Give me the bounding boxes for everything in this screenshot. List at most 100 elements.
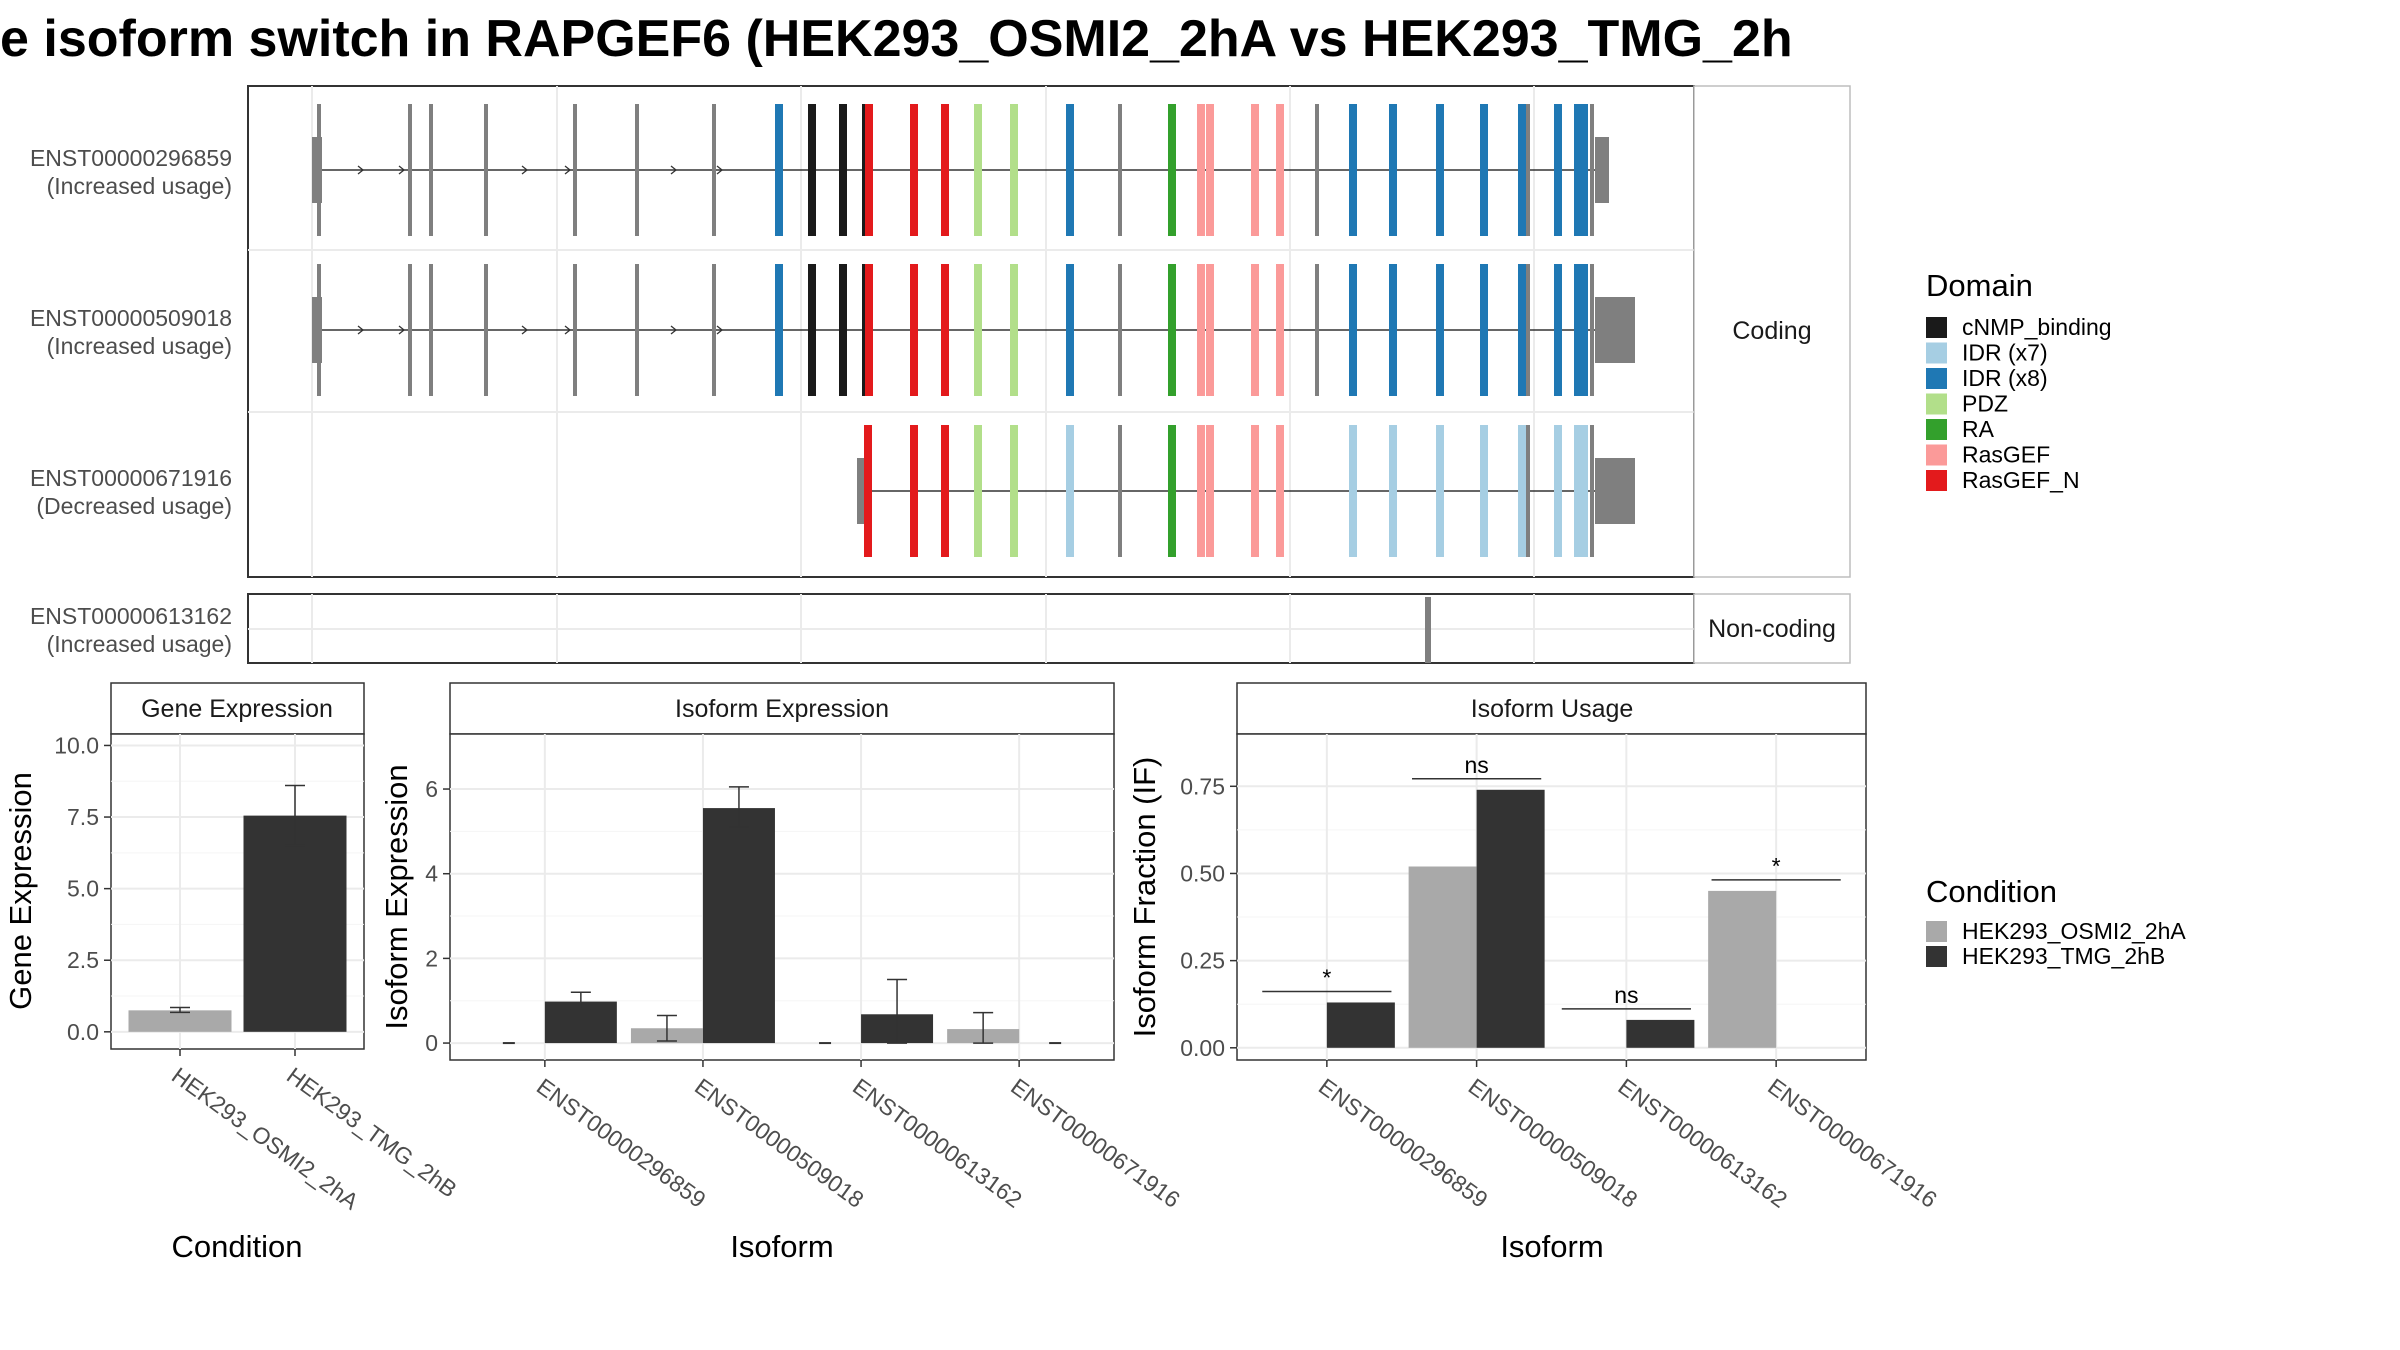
y-tick-label: 2 [425,945,438,971]
exon-domain-mark [865,104,873,236]
transcript-structure-panel: Coding Non-coding ENST00000296859 (Incre… [30,85,1851,664]
bar [1476,789,1545,1048]
exon-domain-mark [1118,425,1122,557]
exon-domain-mark [1554,264,1562,396]
exon-domain-mark [484,104,488,236]
isoform-usage-title: Isoform Usage [1471,695,1634,723]
strand-arrow-icon [716,325,724,335]
strand-arrow-icon [357,325,365,335]
isoform-expression-xlabel: Isoform [730,1229,833,1264]
y-tick-label: 7.5 [67,804,99,830]
y-tick-label: 0 [425,1030,438,1056]
exon-domain-mark [1389,104,1397,236]
exon-domain-mark [1526,264,1530,396]
exon-domain-mark [429,104,433,236]
transcript-track [312,264,1635,396]
exon-domain-mark [839,264,847,396]
exon-domain-mark [775,264,783,396]
exon-domain-mark [1580,264,1588,396]
isoform-expression-title: Isoform Expression [675,695,889,723]
exon-domain-mark [1480,264,1488,396]
exon-domain-mark [1574,264,1582,396]
y-tick-label: 10.0 [54,732,99,758]
exon-domain-mark [1436,264,1444,396]
significance-label: ns [1614,982,1638,1008]
condition-legend: Condition HEK293_OSMI2_2hA HEK293_TMG_2h… [1926,874,2186,969]
condition-legend-title: Condition [1926,874,2057,909]
exon-domain-mark [1066,104,1074,236]
x-tick-label: ENST00000296859 [532,1073,711,1213]
isoform-expression-chart: Isoform Expression 0246ENST00000296859EN… [379,682,1185,1264]
legend-label: RasGEF [1962,442,2050,468]
x-tick-label: ENST00000613162 [848,1073,1027,1213]
exon-domain-mark [1554,104,1562,236]
transcript-usage-label: (Increased usage) [47,173,232,199]
exon-domain-mark [1315,104,1319,236]
exon-domain-mark [573,104,577,236]
exon-domain-mark [1436,104,1444,236]
exon-domain-mark [317,104,321,236]
isoform-expression-ylabel: Isoform Expression [379,764,414,1029]
transcript-id-label: ENST00000613162 [30,603,232,629]
significance-label: * [1322,964,1331,990]
transcript-track [312,104,1609,236]
bar [243,815,347,1032]
legend-label-tmg: HEK293_TMG_2hB [1962,943,2165,969]
strand-arrow-icon [398,165,406,175]
y-tick-label: 0.75 [1180,773,1225,799]
exon-domain-mark [1574,104,1582,236]
x-tick-label: HEK293_OSMI2_2hA [167,1062,364,1215]
exon-domain-mark [1526,104,1530,236]
exon-domain-mark [808,104,816,236]
transcript-usage-label: (Increased usage) [47,631,232,657]
exon-domain-mark [1251,104,1259,236]
coding-transcripts [312,104,1635,557]
transcript-track [857,425,1635,557]
exon-domain-mark [1118,104,1122,236]
exon-domain-mark [941,264,949,396]
x-tick-label: ENST00000671916 [1006,1073,1185,1213]
exon-domain-mark [1480,425,1488,557]
bar [702,808,775,1044]
error-bar [973,1011,994,1044]
legend-swatch [1926,342,1947,364]
error-bar [728,786,749,828]
exon-domain-mark [974,425,982,557]
y-tick-label: 0.25 [1180,948,1225,974]
exon-domain-mark [910,104,918,236]
exon-domain-mark [1436,425,1444,557]
strand-arrow-icon [398,325,406,335]
bar [1326,1002,1395,1048]
exon-domain-mark [1590,425,1594,557]
legend-label: RasGEF_N [1962,467,2080,493]
exon-domain-mark [1168,264,1176,396]
bar [1408,866,1477,1048]
exon-domain-mark [1010,264,1018,396]
exon-domain-mark [808,264,816,396]
exon-domain-mark [1206,264,1214,396]
significance-label: * [1772,853,1781,879]
exon-domain-mark [1066,264,1074,396]
error-bar [656,1014,677,1042]
y-tick-label: 2.5 [67,947,99,973]
transcript-row-labels: ENST00000296859 (Increased usage) ENST00… [30,145,232,657]
coding-panel-background [247,85,1695,578]
legend-swatch [1926,444,1947,466]
strand-arrow-icon [716,165,724,175]
exon-domain-mark [910,425,918,557]
strand-arrow-icon [357,165,365,175]
exon-domain-mark [1197,425,1205,557]
legend-label: IDR (x7) [1962,340,2048,366]
legend-swatch-osmi [1926,921,1947,942]
utr-5-exon [857,458,867,524]
exon-domain-mark [1010,104,1018,236]
exon-domain-mark [1580,425,1588,557]
coding-strip-label: Coding [1732,317,1811,345]
exon-domain-mark [1518,264,1526,396]
exon-domain-mark [484,264,488,396]
legend-label: cNMP_binding [1962,314,2112,340]
exon-domain-mark [573,264,577,396]
